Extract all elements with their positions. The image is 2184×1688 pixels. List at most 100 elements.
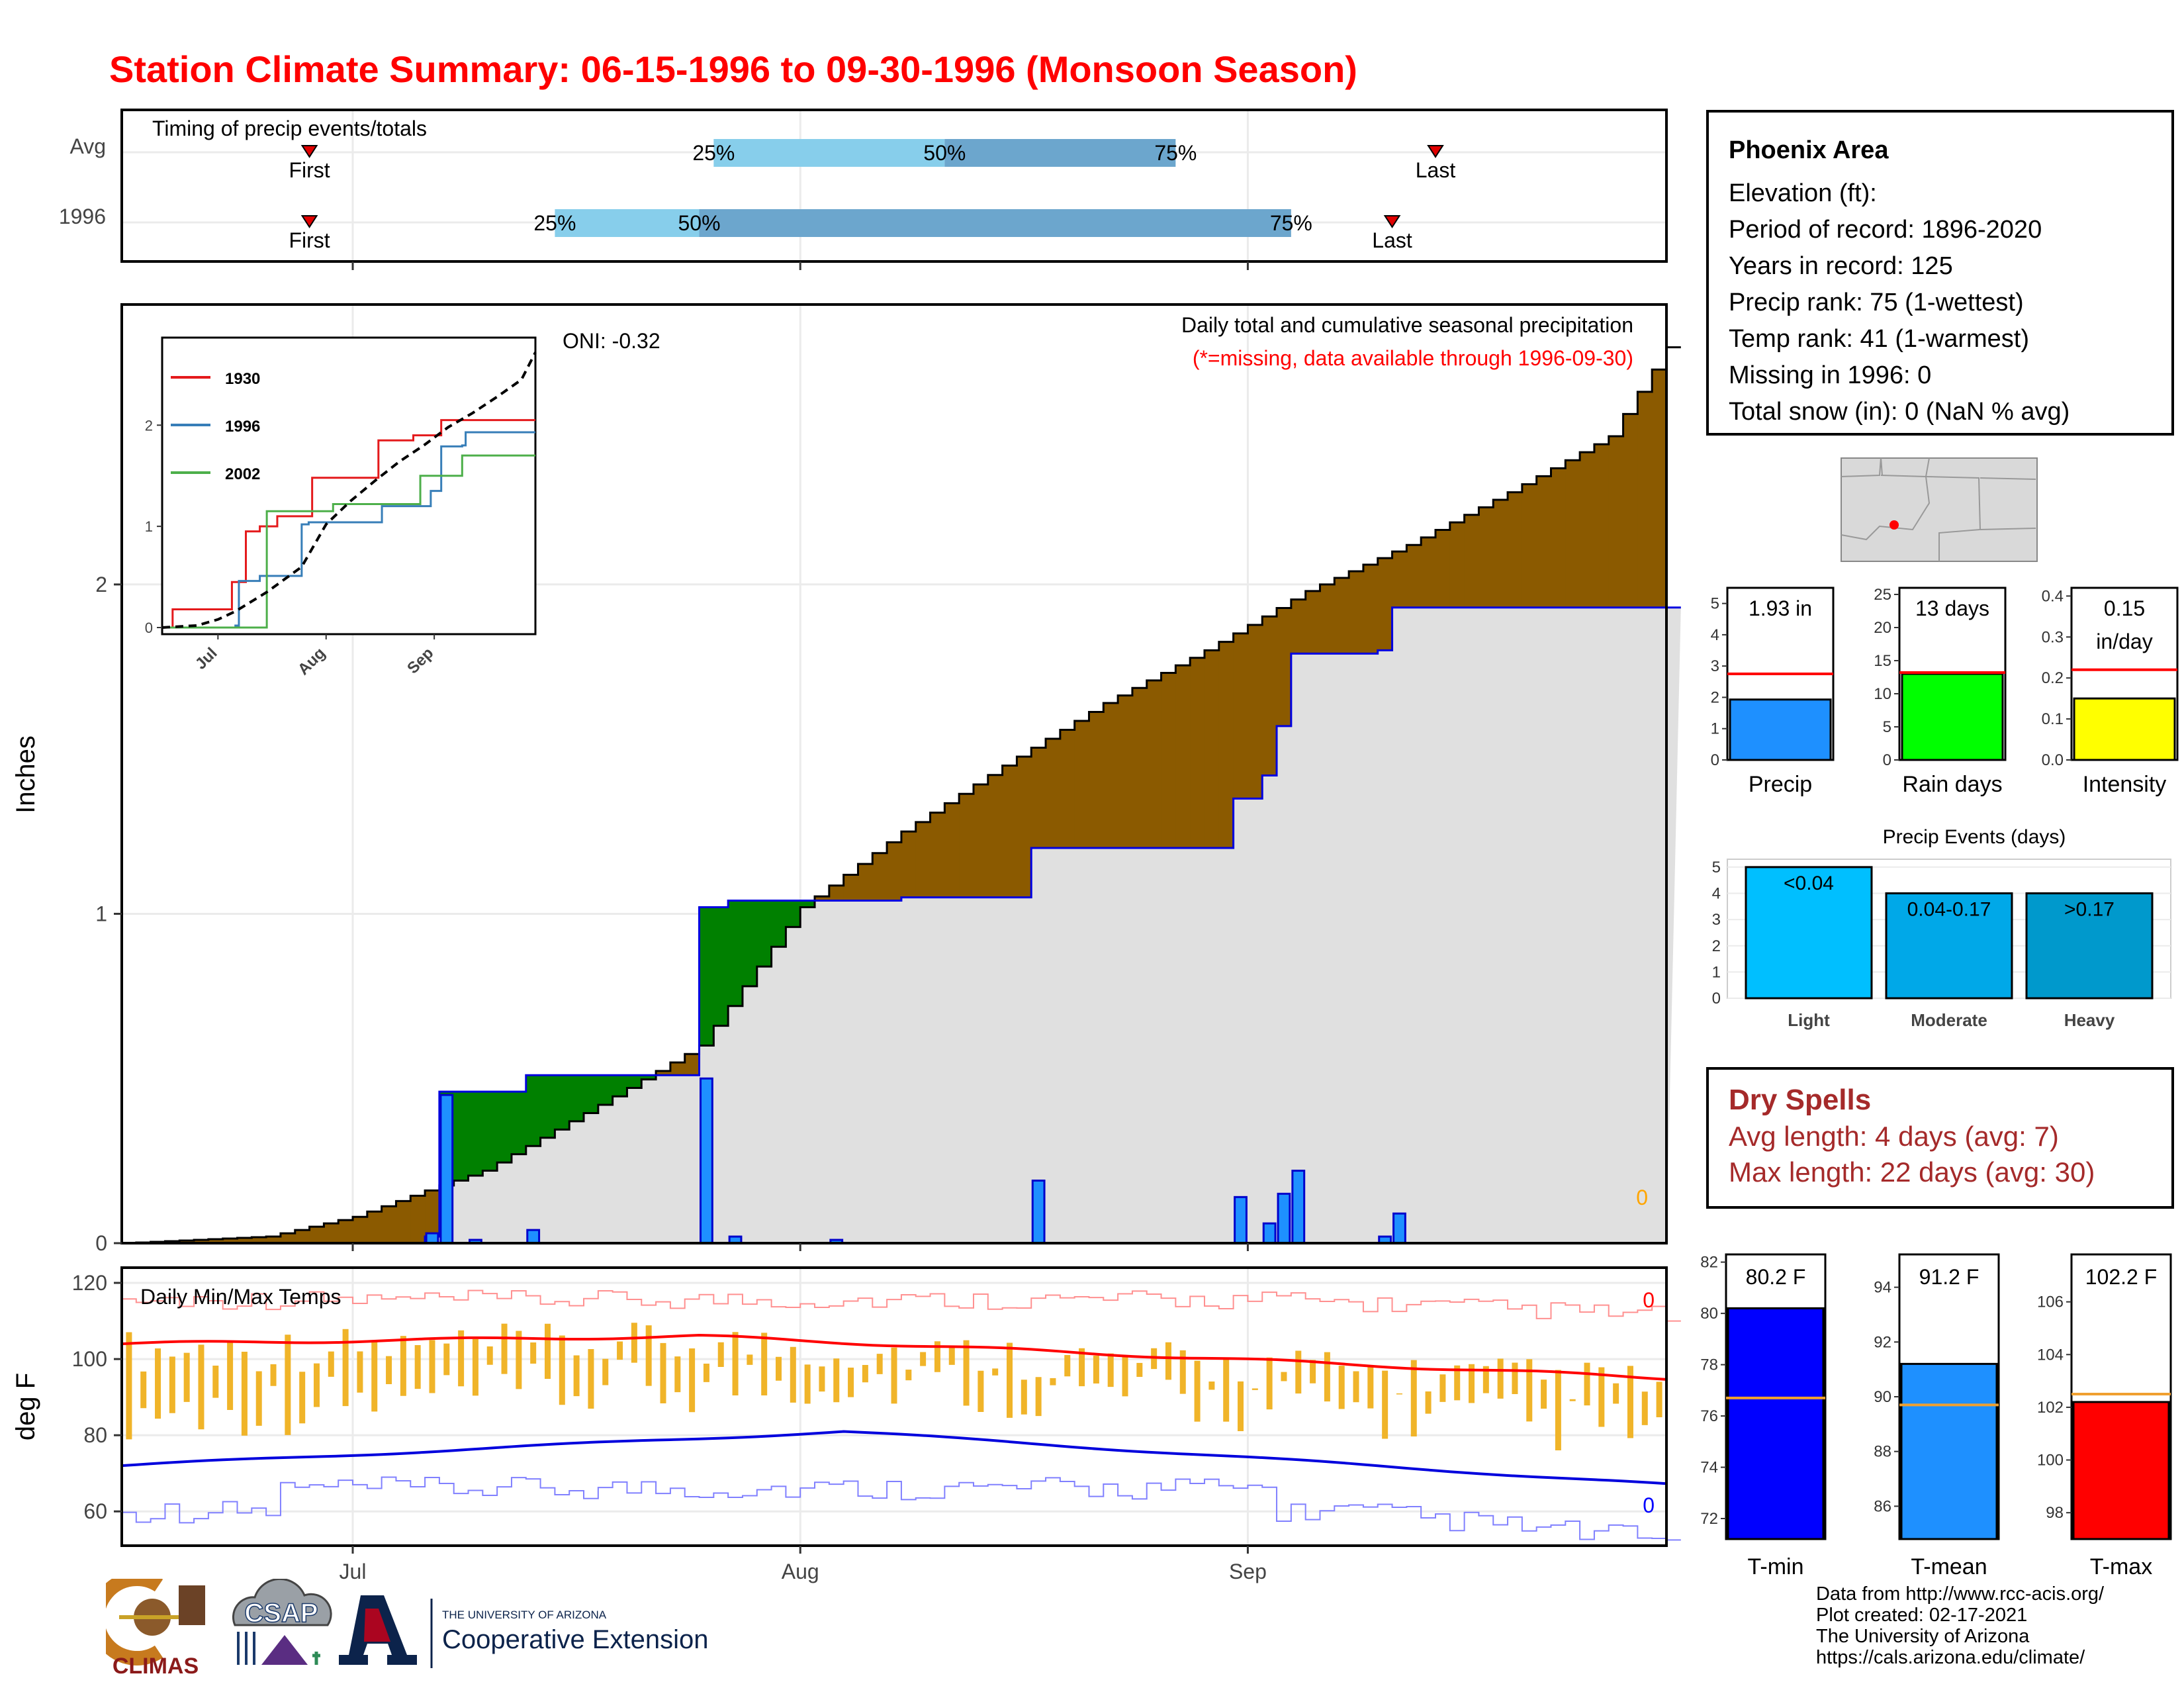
precip-ylabel: Inches (11, 735, 40, 814)
inset-legend-label: 1996 (225, 418, 260, 436)
events-bar-light (1745, 866, 1873, 1000)
mini-ytick-label: 5 (1711, 595, 1719, 613)
timing-label: Timing of precip events/totals (152, 117, 427, 140)
mini-value-unit: in/day (2096, 630, 2152, 653)
deficit-area (829, 885, 844, 901)
temp-ylabel: deg F (11, 1373, 40, 1440)
mini-ytick-label: 25 (1874, 586, 1891, 604)
precip-title: Daily total and cumulative seasonal prec… (1181, 313, 1633, 337)
temp-plot-bg (122, 1268, 1666, 1546)
credit-url: https://cals.arizona.edu/climate/ (1816, 1647, 2085, 1668)
temp-frame (120, 1266, 1668, 1547)
deficit-area (237, 1238, 252, 1243)
deficit-area (1118, 695, 1133, 848)
missing-count: 0 (1636, 1186, 1648, 1209)
deficit-area (815, 896, 830, 901)
mini-label-0: Precip (1749, 772, 1812, 797)
daily-precip-bar (1262, 1222, 1277, 1244)
ua-name: THE UNIVERSITY OF ARIZONA (442, 1609, 607, 1621)
deficit-area (1305, 590, 1320, 654)
events-bar-value: 0.04-0.17 (1907, 899, 1991, 921)
inset-ytick-label: 1 (145, 518, 153, 535)
mini-value-2: 0.15 (2104, 596, 2145, 620)
dry-spells-panel: Dry Spells Avg length: 4 days (avg: 7) M… (1706, 1067, 2174, 1209)
events-ytick-label: 5 (1712, 859, 1721, 876)
timing-first-label: First (289, 228, 330, 252)
deficit-area (222, 1239, 238, 1243)
dry-spells-title: Dry Spells (1729, 1084, 1872, 1116)
deficit-area (1565, 460, 1580, 608)
deficit-area (1406, 545, 1422, 608)
temp-bar-value-2: 102.2 F (2085, 1265, 2158, 1289)
daily-precip-bar (700, 1077, 713, 1244)
timing-panel: Timing of precip events/totals Avg 1996 … (59, 109, 1668, 270)
inset-legend-label: 1930 (225, 370, 260, 388)
precip-ytick-label: 1 (95, 902, 107, 925)
deficit-area (1363, 565, 1379, 654)
daily-precip-bar (1291, 1170, 1306, 1244)
mini-label-2: Intensity (2083, 772, 2167, 797)
deficit-area (684, 1054, 700, 1076)
deficit-area (381, 1206, 396, 1243)
cumulative-1996-area (122, 607, 1681, 1243)
surplus-area (699, 907, 714, 1046)
climas-logo: CLIMAS (106, 1579, 205, 1679)
surplus-area (482, 1092, 498, 1171)
deficit-area (1536, 476, 1551, 608)
deficit-area (1218, 641, 1234, 848)
temp-bar-ytick-label: 98 (2046, 1504, 2064, 1522)
surplus-area (511, 1092, 527, 1154)
daily-precip-bar (1277, 1192, 1291, 1244)
deficit-area (944, 803, 960, 898)
credit-university: The University of Arizona (1816, 1626, 2030, 1647)
deficit-area (1580, 452, 1595, 608)
deficit-area (194, 1240, 209, 1243)
precip-subtitle: (*=missing, data available through 1996-… (1193, 346, 1633, 370)
deficit-area (1291, 599, 1306, 654)
deficit-area (266, 1237, 281, 1243)
normal-min-line (121, 1430, 1667, 1485)
events-ytick-label: 4 (1712, 885, 1721, 903)
deficit-area (1017, 757, 1032, 898)
surplus-area (555, 1075, 570, 1130)
deficit-area (338, 1220, 353, 1243)
daily-precip-bar (439, 1094, 454, 1244)
precip-chart: 0 1 2 Daily total and cumulative seasonal … (11, 303, 1681, 1255)
temp-bar-label-2: T-max (2090, 1554, 2152, 1579)
events-bar-value: <0.04 (1784, 872, 1834, 894)
deficit-area (425, 1190, 440, 1237)
precip-ytick-label: 0 (95, 1231, 107, 1255)
surplus-area (453, 1092, 469, 1181)
normal-max-line (121, 1333, 1667, 1381)
timing-bar-50-75 (699, 209, 1291, 237)
surplus-area (497, 1092, 512, 1163)
timing-row-avg: Avg (69, 134, 106, 158)
credit-source: Data from http://www.rcc-acis.org/ (1816, 1583, 2105, 1605)
deficit-area (1060, 729, 1075, 848)
deficit-area (1608, 436, 1624, 608)
timing-bar-25-50 (555, 209, 700, 237)
ua-extension: Cooperative Extension (442, 1625, 708, 1654)
mini-ytick-label: 1 (1711, 720, 1719, 738)
timing-last-label: Last (1372, 228, 1412, 252)
temp-xtick-label: Jul (340, 1560, 367, 1583)
temp-xtick-label: Aug (782, 1560, 819, 1583)
inset-line-average (161, 352, 537, 629)
deficit-area (396, 1201, 411, 1243)
temp-bar-t-max (2072, 1401, 2170, 1540)
timing-bar-25-50 (713, 139, 945, 167)
deficit-area (959, 794, 974, 898)
cumulative-avg-line (122, 346, 1681, 1244)
mini-label-1: Rain days (1902, 772, 2002, 797)
temp-bar-ytick-label: 102 (2037, 1399, 2064, 1417)
deficit-area (973, 784, 989, 898)
surplus-area (771, 900, 786, 947)
logos: CLIMAS CSAP THE UNIVERSITY OF ARIZONA Co… (106, 1579, 708, 1679)
temp-bar-ytick-label: 88 (1874, 1443, 1891, 1461)
inset-legend-label: 2002 (225, 465, 260, 483)
mini-ytick-label: 5 (1883, 718, 1891, 736)
mini-ytick-label: 0.4 (2042, 587, 2064, 605)
inset-ytick-label: 0 (145, 620, 153, 636)
deficit-area (1479, 507, 1494, 608)
temp-bar-ytick-label: 100 (2037, 1452, 2064, 1470)
